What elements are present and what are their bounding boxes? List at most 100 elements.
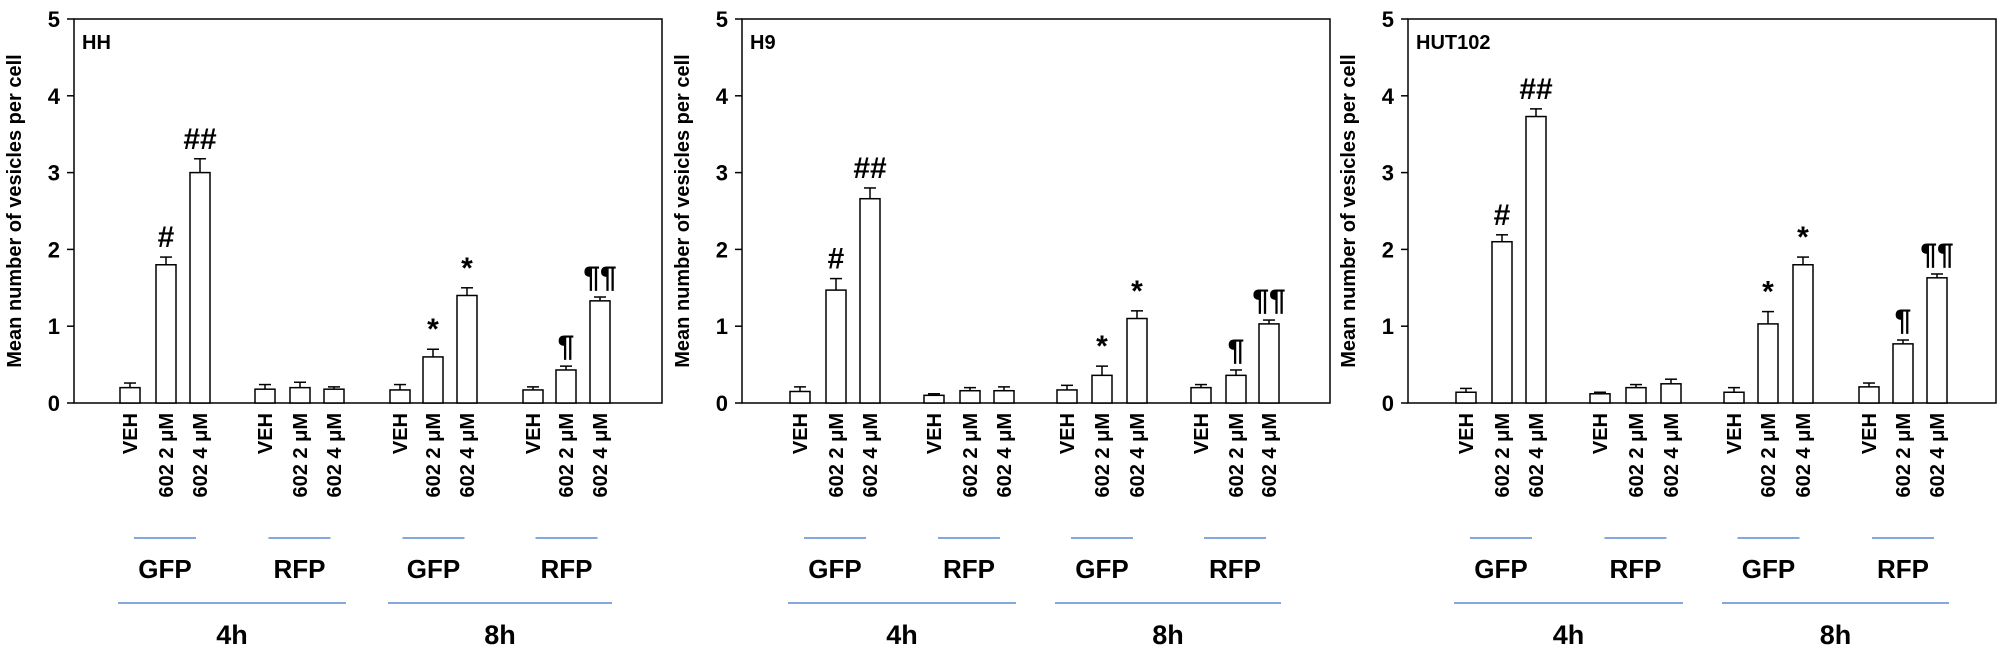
significance-label: ## [1519, 73, 1553, 106]
y-tick-label: 3 [716, 161, 728, 186]
category-label: 602 2 μM [960, 413, 982, 498]
category-label: 602 4 μM [994, 413, 1016, 498]
category-label: 602 2 μM [556, 413, 578, 498]
significance-label: ¶ [558, 330, 575, 363]
bar [155, 264, 177, 404]
timepoint-label: 8h [1152, 620, 1184, 650]
bar [1926, 277, 1948, 404]
group-label: GFP [808, 554, 861, 584]
bar [555, 369, 577, 404]
y-tick-label: 1 [48, 314, 60, 339]
significance-label: ¶ [1895, 304, 1912, 337]
y-tick-label: 0 [716, 391, 728, 416]
panel-title: H9 [750, 32, 776, 54]
timepoint-label: 4h [1553, 620, 1585, 650]
timepoint-label: 4h [216, 620, 248, 650]
group-label: GFP [1075, 554, 1128, 584]
category-label: 602 2 μM [1893, 413, 1915, 498]
category-label: 602 2 μM [1492, 413, 1514, 498]
category-label: 602 2 μM [1226, 413, 1248, 498]
category-label: 602 4 μM [1661, 413, 1683, 498]
bar [189, 171, 211, 404]
significance-label: * [1797, 221, 1809, 254]
category-label: VEH [523, 413, 545, 454]
significance-label: * [1096, 330, 1108, 363]
y-axis-label: Mean number of vesicles per cell [672, 54, 694, 367]
category-label: 602 4 μM [590, 413, 612, 498]
y-tick-label: 2 [716, 237, 728, 262]
category-label: VEH [1057, 413, 1079, 454]
bar [1225, 374, 1247, 404]
significance-label: * [427, 313, 439, 346]
category-label: 602 4 μM [1259, 413, 1281, 498]
category-label: 602 4 μM [324, 413, 346, 498]
category-label: VEH [1456, 413, 1478, 454]
significance-label: ¶¶ [583, 261, 616, 294]
category-label: 602 4 μM [860, 413, 882, 498]
category-label: VEH [1859, 413, 1881, 454]
category-label: VEH [1590, 413, 1612, 454]
bar [522, 389, 544, 404]
category-label: 602 4 μM [1526, 413, 1548, 498]
significance-label: ## [183, 123, 217, 156]
significance-label: * [1131, 275, 1143, 308]
bar [1091, 374, 1113, 404]
bar [119, 386, 141, 404]
group-label: RFP [1610, 554, 1662, 584]
y-tick-label: 2 [1382, 237, 1394, 262]
category-label: 602 4 μM [190, 413, 212, 498]
bar [1126, 317, 1148, 404]
category-label: 602 2 μM [1758, 413, 1780, 498]
bar [825, 289, 847, 404]
significance-label: ## [853, 152, 887, 185]
group-label: RFP [1877, 554, 1929, 584]
category-label: 602 4 μM [1927, 413, 1949, 498]
y-tick-label: 1 [716, 314, 728, 339]
plot-area [1407, 18, 1997, 404]
panel-title: HH [82, 32, 111, 54]
bar [789, 390, 811, 404]
plot-area [73, 18, 663, 404]
y-tick-label: 3 [48, 161, 60, 186]
bar [1491, 240, 1513, 404]
bar [1190, 386, 1212, 404]
bar [1660, 383, 1682, 404]
bar [1792, 264, 1814, 404]
bar [1858, 386, 1880, 404]
category-label: 602 4 μM [1793, 413, 1815, 498]
y-tick-label: 3 [1382, 161, 1394, 186]
y-tick-label: 5 [716, 7, 728, 32]
significance-label: ¶¶ [1920, 238, 1953, 271]
bar [323, 388, 345, 404]
significance-label: # [1494, 199, 1511, 232]
y-axis-label: Mean number of vesicles per cell [4, 54, 26, 367]
category-label: 602 4 μM [457, 413, 479, 498]
chart-panel-h9: 0 1 2 3 4 5 Mean number of vesicles per cell H9… [672, 7, 1331, 650]
significance-label: ¶ [1228, 334, 1245, 367]
category-label: 602 2 μM [290, 413, 312, 498]
y-tick-label: 0 [48, 391, 60, 416]
significance-label: ¶¶ [1252, 284, 1285, 317]
y-tick-label: 5 [48, 7, 60, 32]
bar [422, 356, 444, 404]
bar [389, 389, 411, 404]
bar [1589, 393, 1611, 404]
bar [1258, 323, 1280, 404]
group-label: RFP [274, 554, 326, 584]
bar [1892, 343, 1914, 404]
y-tick-label: 5 [1382, 7, 1394, 32]
bar [1723, 391, 1745, 404]
y-axis-label: Mean number of vesicles per cell [1338, 54, 1360, 367]
category-label: 602 2 μM [1092, 413, 1114, 498]
category-label: 602 2 μM [156, 413, 178, 498]
bar [1757, 323, 1779, 404]
timepoint-label: 8h [1820, 620, 1852, 650]
category-label: VEH [1724, 413, 1746, 454]
y-tick-label: 4 [716, 84, 729, 109]
category-label: 602 4 μM [1127, 413, 1149, 498]
bar [1455, 391, 1477, 404]
bar [254, 388, 276, 404]
group-label: RFP [943, 554, 995, 584]
group-label: GFP [1474, 554, 1527, 584]
